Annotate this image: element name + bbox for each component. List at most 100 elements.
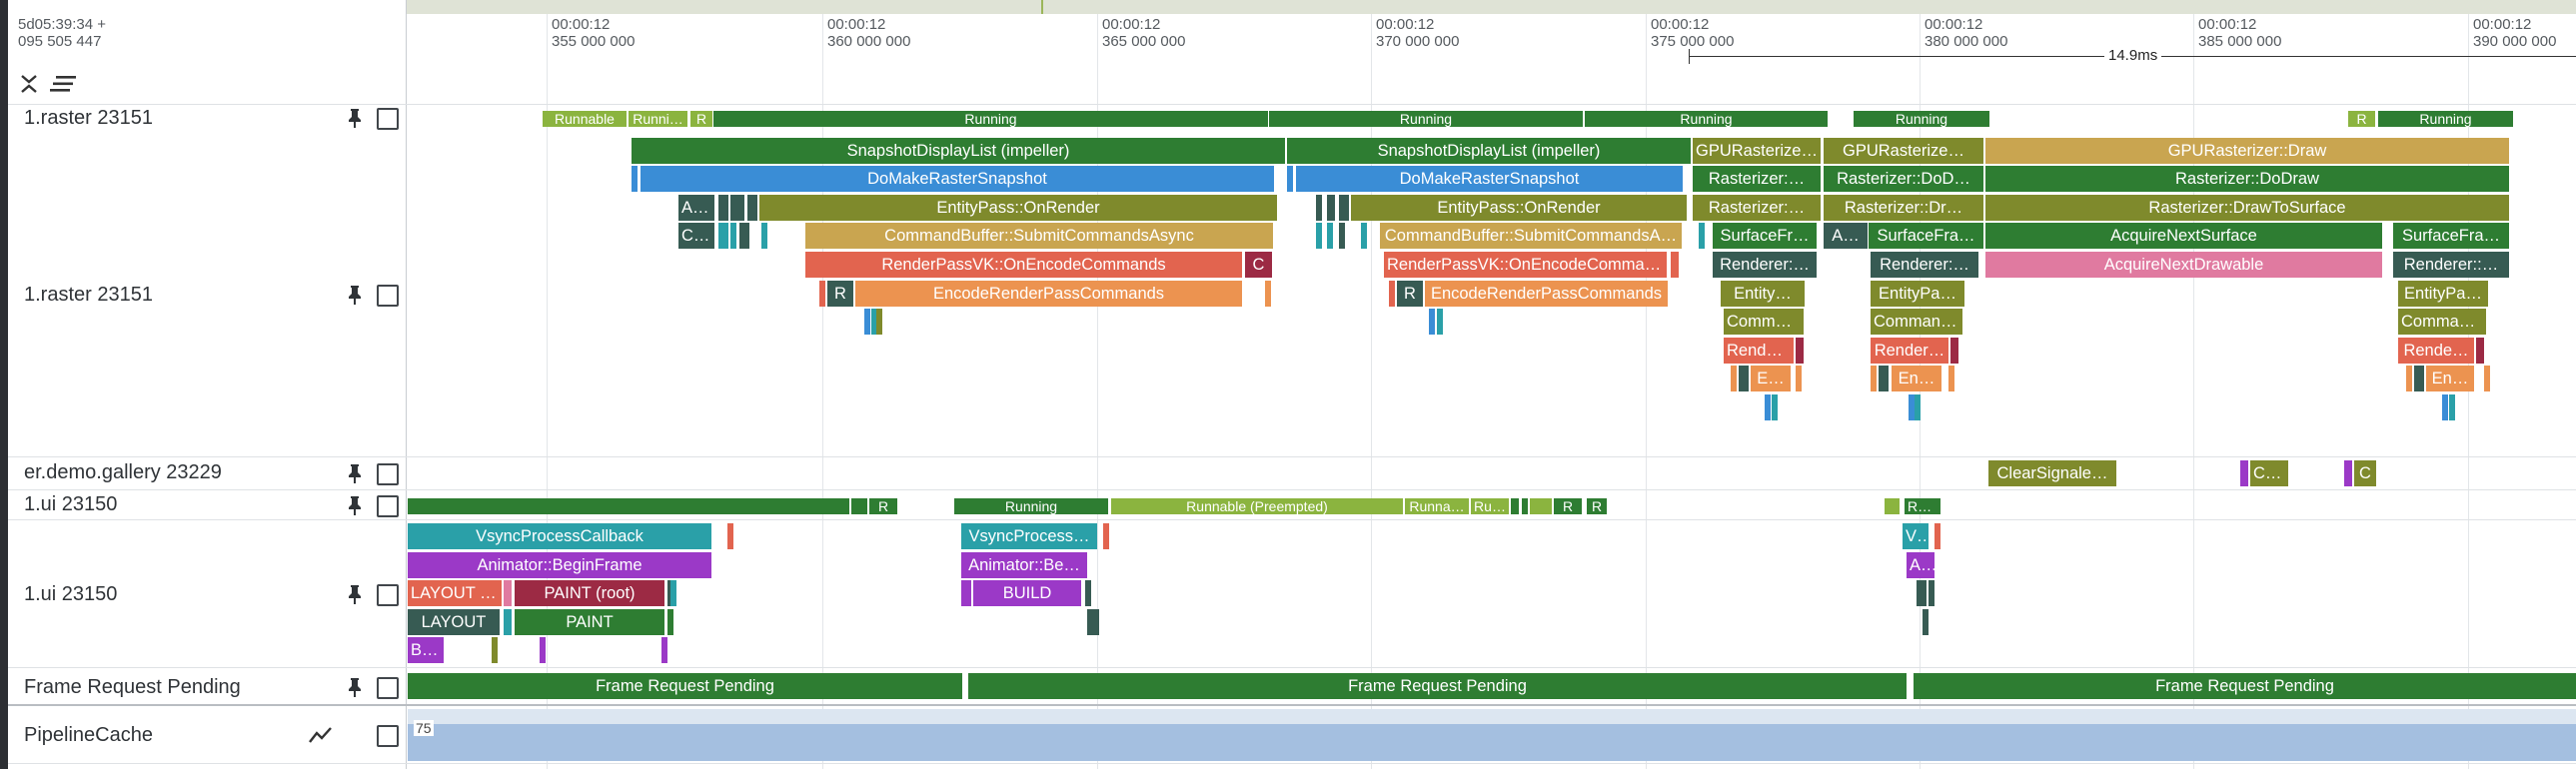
trace-slice-mini[interactable] — [1437, 309, 1443, 335]
trace-slice[interactable]: Runnable (Preempted) — [1111, 498, 1403, 514]
trace-slice[interactable]: R — [2348, 111, 2375, 127]
trace-slice[interactable]: Entity… — [1721, 281, 1805, 307]
trace-slice[interactable]: CommandB… — [2398, 309, 2486, 335]
trace-slice-mini[interactable] — [2406, 366, 2412, 391]
trace-slice-mini[interactable] — [1699, 223, 1705, 249]
pin-icon[interactable] — [344, 583, 366, 605]
timeline-area[interactable]: 00:00:12 355 000 000 00:00:12 360 000 000… — [406, 0, 2576, 769]
trace-slice-mini[interactable] — [2484, 366, 2490, 391]
trace-slice-mini[interactable] — [1522, 498, 1528, 514]
trace-slice-mini[interactable] — [408, 498, 849, 514]
pin-icon[interactable] — [344, 462, 366, 484]
trace-slice[interactable]: C — [2354, 460, 2376, 486]
trace-slice[interactable]: AcquireNextSurface — [1985, 223, 2382, 249]
trace-slice[interactable]: Running — [1269, 111, 1583, 127]
trace-slice[interactable]: R — [690, 111, 712, 127]
trace-slice-mini[interactable] — [2442, 394, 2448, 420]
trace-slice[interactable]: CommandB… — [1871, 309, 1962, 335]
trace-slice-mini[interactable] — [1917, 580, 1927, 606]
trace-slice-mini[interactable] — [1511, 498, 1519, 514]
trace-slice[interactable]: R — [1554, 498, 1582, 514]
track-checkbox[interactable] — [377, 725, 399, 747]
trace-slice-mini[interactable] — [661, 637, 667, 663]
trace-slice[interactable]: Rende… — [1724, 338, 1794, 364]
collapse-all-icon[interactable] — [18, 72, 40, 96]
pin-icon[interactable] — [344, 676, 366, 698]
trace-slice-mini[interactable] — [2414, 366, 2424, 391]
trace-slice-mini[interactable] — [1085, 580, 1091, 606]
trace-slice[interactable]: Cl… — [2250, 460, 2288, 486]
trace-slice[interactable]: C — [1245, 252, 1272, 278]
trace-slice[interactable]: Renderer::… — [2393, 252, 2509, 278]
trace-slice-mini[interactable] — [2344, 460, 2352, 486]
trace-slice[interactable]: Running — [2378, 111, 2513, 127]
trace-slice-mini[interactable] — [1950, 338, 1958, 364]
trace-slice[interactable]: EntityPass::OnRender — [1351, 195, 1687, 221]
trace-slice-mini[interactable] — [632, 166, 638, 192]
trace-slice-mini[interactable] — [1915, 394, 1921, 420]
trace-slice[interactable]: Frame Request Pending — [408, 673, 962, 699]
trace-slice[interactable]: Ru… — [1471, 498, 1509, 514]
trace-slice[interactable]: Renderer:… — [1871, 252, 1978, 278]
trace-slice[interactable]: Rende… — [2398, 338, 2474, 364]
trace-slice[interactable]: BUILD — [973, 580, 1081, 606]
trace-slice-mini[interactable] — [1327, 195, 1335, 221]
track-checkbox[interactable] — [377, 495, 399, 517]
trace-slice-mini[interactable] — [492, 637, 498, 663]
trace-slice[interactable]: VsyncProcess… — [961, 523, 1097, 549]
trace-slice[interactable]: LAYOUT (… — [408, 580, 502, 606]
pin-icon[interactable] — [344, 494, 366, 516]
trace-slice-mini[interactable] — [1316, 223, 1322, 249]
trace-slice[interactable]: Rasterizer:… — [1693, 195, 1821, 221]
trace-slice[interactable]: GPURasterize… — [1824, 138, 1983, 164]
trace-slice[interactable]: Runna… — [1405, 498, 1469, 514]
trace-slice-mini[interactable] — [718, 223, 728, 249]
trace-slice[interactable]: CommandBuffer::SubmitCommandsAsync — [805, 223, 1273, 249]
trace-slice-mini[interactable] — [851, 498, 857, 514]
trace-slice[interactable]: Render… — [1871, 338, 1948, 364]
trace-slice[interactable]: Running — [713, 111, 1268, 127]
trace-slice-mini[interactable] — [1287, 166, 1293, 192]
trace-slice-mini[interactable] — [857, 498, 867, 514]
trace-slice[interactable]: En… — [1892, 366, 1941, 391]
trace-slice-mini[interactable] — [1087, 609, 1093, 635]
trace-slice[interactable]: Ru… — [1905, 498, 1940, 514]
trace-slice[interactable]: PAINT — [515, 609, 664, 635]
trace-slice-mini[interactable] — [1890, 498, 1900, 514]
trace-slice[interactable]: SnapshotDisplayList (impeller) — [1287, 138, 1691, 164]
trace-slice-mini[interactable] — [819, 281, 825, 307]
trace-slice[interactable]: SurfaceFra… — [1869, 223, 1983, 249]
trace-slice[interactable]: Running — [1854, 111, 1989, 127]
trace-slice-mini[interactable] — [730, 195, 744, 221]
trace-slice[interactable]: En… — [2426, 366, 2474, 391]
trace-slice-mini[interactable] — [1530, 498, 1552, 514]
trace-slice[interactable]: Animator::BeginFrame — [408, 552, 711, 578]
trace-slice[interactable]: Al… — [678, 195, 714, 221]
trace-slice[interactable]: A… — [1907, 552, 1934, 578]
track-checkbox[interactable] — [377, 677, 399, 699]
trace-slice-mini[interactable] — [1739, 366, 1749, 391]
trace-slice[interactable]: Rasterizer::DoD… — [1824, 166, 1983, 192]
trace-slice[interactable]: CommandBuffer::SubmitCommandsA… — [1380, 223, 1682, 249]
trace-slice[interactable]: Running — [954, 498, 1108, 514]
trace-slice-mini[interactable] — [739, 223, 749, 249]
trace-slice-mini[interactable] — [1389, 281, 1395, 307]
trend-icon[interactable] — [308, 725, 334, 745]
trace-slice[interactable]: VsyncProcessCallback — [408, 523, 711, 549]
trace-slice-mini[interactable] — [1909, 394, 1915, 420]
trace-slice[interactable]: ClearSignale… — [1988, 460, 2116, 486]
trace-slice-mini[interactable] — [1327, 223, 1333, 249]
trace-slice[interactable]: R — [1397, 281, 1423, 307]
trace-slice-mini[interactable] — [864, 309, 870, 335]
trace-slice[interactable]: SurfaceFra… — [2393, 223, 2509, 249]
trace-slice[interactable]: EntityPass::OnRender — [759, 195, 1277, 221]
track-checkbox[interactable] — [377, 108, 399, 130]
trace-slice[interactable]: EncodeRenderPassCommands — [1425, 281, 1668, 307]
trace-slice[interactable]: EncodeRenderPassCommands — [855, 281, 1242, 307]
trace-slice[interactable]: Rasterizer::DoDraw — [1985, 166, 2509, 192]
trace-slice[interactable]: GPURasterize… — [1693, 138, 1821, 164]
trace-slice-mini[interactable] — [1361, 223, 1367, 249]
trace-slice[interactable]: E… — [1751, 366, 1791, 391]
counter-area[interactable] — [408, 724, 2576, 761]
track-checkbox[interactable] — [377, 463, 399, 485]
